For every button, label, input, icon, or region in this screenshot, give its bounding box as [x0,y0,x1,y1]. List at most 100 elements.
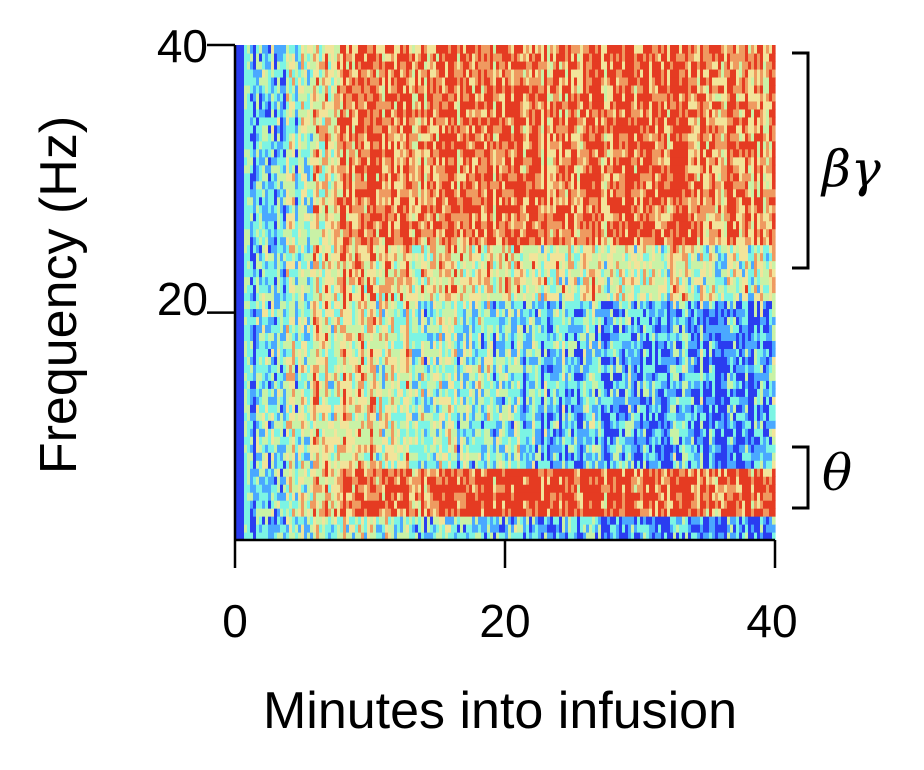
heatmap-cell [442,444,446,453]
heatmap-cell [409,260,413,270]
heatmap-cell [235,396,239,405]
heatmap-cell [352,444,356,453]
heatmap-cell [394,196,398,206]
heatmap-cell [334,60,338,70]
heatmap-cell [259,268,263,278]
heatmap-cell [304,532,308,541]
heatmap-cell [346,428,350,437]
heatmap-cell [334,324,338,334]
heatmap-cell [331,116,335,126]
heatmap-cell [238,84,242,94]
heatmap-cell [394,228,398,238]
heatmap-cell [265,180,269,190]
heatmap-cell [469,172,473,182]
heatmap-cell [409,60,413,70]
heatmap-cell [346,412,350,421]
heatmap-cell [355,236,359,246]
heatmap-cell [322,316,326,326]
heatmap-cell [289,148,293,158]
heatmap-cell [391,92,395,102]
heatmap-cell [424,460,428,469]
heatmap-cell [355,380,359,389]
heatmap-cell [451,420,455,429]
heatmap-cell [256,204,260,214]
heatmap-cell [439,268,443,278]
heatmap-cell [361,404,365,413]
heatmap-cell [286,156,290,166]
heatmap-cell [355,364,359,373]
heatmap-cell [397,180,401,190]
heatmap-cell [238,188,242,198]
heatmap-cell [430,292,434,302]
heatmap-cell [271,532,275,541]
heatmap-cell [469,252,473,262]
heatmap-cell [337,428,341,437]
heatmap-cell [397,476,401,485]
heatmap-cell [433,220,437,230]
heatmap-cell [409,444,413,453]
heatmap-cell [289,516,293,525]
heatmap-cell [376,52,380,62]
heatmap-cell [433,340,437,349]
heatmap-cell [346,332,350,341]
heatmap-cell [394,260,398,270]
heatmap-cell [448,356,452,365]
heatmap-cell [400,388,404,397]
heatmap-cell [379,92,383,102]
heatmap-cell [400,492,404,501]
heatmap-cell [361,156,365,166]
heatmap-cell [358,188,362,198]
heatmap-cell [376,188,380,198]
heatmap-cell [241,148,245,158]
heatmap-cell [445,460,449,469]
heatmap-cell [400,140,404,150]
heatmap-cell [394,148,398,158]
heatmap-cell [304,164,308,174]
heatmap-cell [391,508,395,517]
heatmap-cell [394,84,398,94]
heatmap-cell [382,452,386,461]
heatmap-cell [394,204,398,214]
heatmap-cell [364,444,368,453]
heatmap-cell [313,380,317,389]
heatmap-cell [283,508,287,517]
heatmap-cell [448,436,452,445]
heatmap-cell [238,148,242,158]
heatmap-cell [415,164,419,174]
heatmap-cell [439,52,443,62]
heatmap-cell [289,268,293,278]
heatmap-cell [415,45,419,54]
heatmap-cell [472,428,476,437]
heatmap-cell [475,244,479,254]
heatmap-cell [244,332,248,341]
heatmap-cell [388,116,392,126]
heatmap-cell [301,172,305,182]
heatmap-cell [319,420,323,429]
heatmap-cell [298,356,302,365]
heatmap-cell [259,428,263,437]
heatmap-cell [460,236,464,246]
heatmap-cell [349,292,353,302]
heatmap-cell [238,332,242,341]
heatmap-cell [283,108,287,118]
heatmap-cell [433,388,437,397]
heatmap-cell [382,220,386,230]
heatmap-cell [304,276,308,286]
heatmap-cell [352,500,356,509]
heatmap-cell [256,212,260,222]
heatmap-cell [370,460,374,469]
heatmap-cell [295,340,299,349]
heatmap-cell [466,132,470,142]
heatmap-cell [367,388,371,397]
heatmap-cell [463,292,467,302]
heatmap-cell [457,380,461,389]
heatmap-cell [361,484,365,493]
heatmap-cell [331,100,335,110]
heatmap-cell [370,76,374,86]
heatmap-cell [259,108,263,118]
heatmap-cell [397,324,401,334]
heatmap-cell [433,372,437,381]
heatmap-cell [349,484,353,493]
heatmap-cell [391,500,395,509]
heatmap-cell [292,532,296,541]
